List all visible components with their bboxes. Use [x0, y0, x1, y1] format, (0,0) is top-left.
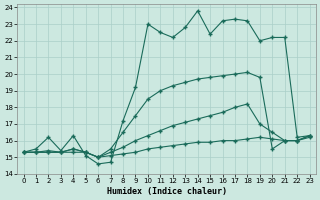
- X-axis label: Humidex (Indice chaleur): Humidex (Indice chaleur): [107, 187, 227, 196]
